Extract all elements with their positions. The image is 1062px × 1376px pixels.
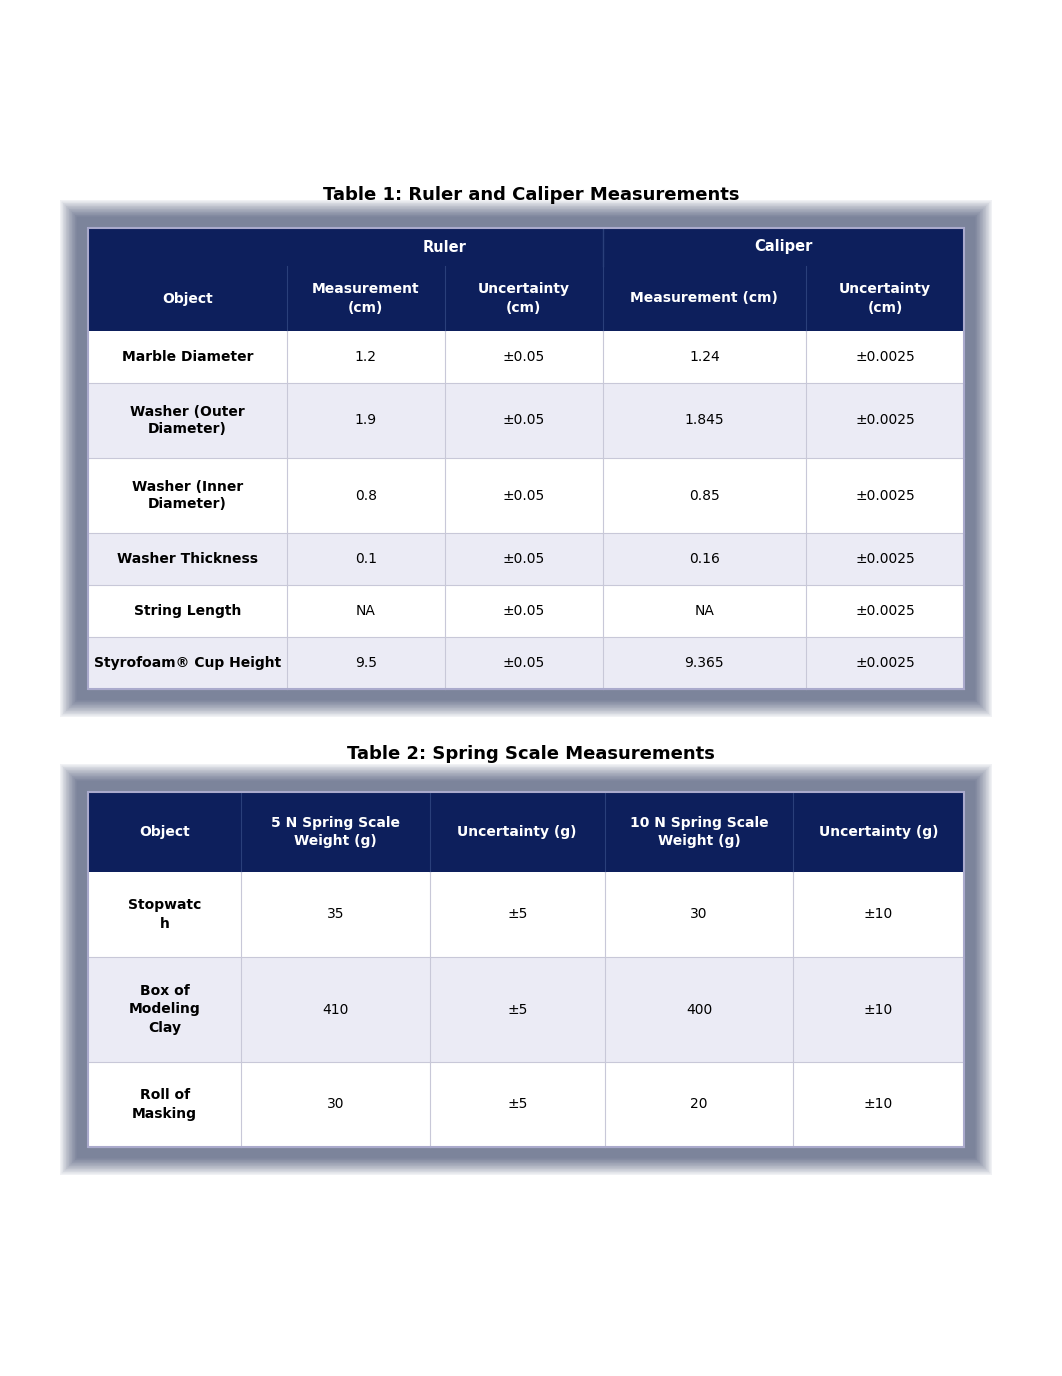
- FancyBboxPatch shape: [65, 205, 988, 713]
- Text: Styrofoam® Cup Height: Styrofoam® Cup Height: [93, 656, 281, 670]
- Text: Roll of
Masking: Roll of Masking: [132, 1088, 198, 1120]
- Bar: [88, 458, 964, 533]
- Text: NA: NA: [356, 604, 376, 618]
- Bar: [88, 793, 964, 872]
- Text: ±0.05: ±0.05: [502, 414, 545, 428]
- Text: 10 N Spring Scale
Weight (g): 10 N Spring Scale Weight (g): [630, 816, 768, 848]
- Text: ±5: ±5: [507, 1003, 528, 1017]
- Bar: [88, 228, 964, 266]
- Bar: [88, 585, 964, 637]
- FancyBboxPatch shape: [75, 215, 977, 702]
- Text: ±0.05: ±0.05: [502, 350, 545, 365]
- Text: ±5: ±5: [507, 908, 528, 922]
- Text: ±0.05: ±0.05: [502, 604, 545, 618]
- Bar: [88, 383, 964, 458]
- FancyBboxPatch shape: [66, 206, 986, 711]
- FancyBboxPatch shape: [73, 213, 978, 703]
- Bar: [88, 872, 964, 956]
- FancyBboxPatch shape: [68, 208, 984, 710]
- Text: ±10: ±10: [864, 1098, 893, 1112]
- Bar: [88, 637, 964, 689]
- Text: Stopwatc
h: Stopwatc h: [127, 899, 202, 930]
- Text: ±10: ±10: [864, 908, 893, 922]
- Text: Measurement (cm): Measurement (cm): [631, 292, 778, 305]
- Text: Washer (Outer
Diameter): Washer (Outer Diameter): [130, 405, 244, 436]
- Bar: [88, 1062, 964, 1148]
- Text: String Length: String Length: [134, 604, 241, 618]
- Text: Uncertainty
(cm): Uncertainty (cm): [839, 282, 931, 315]
- Text: 9.365: 9.365: [685, 656, 724, 670]
- Text: ±0.0025: ±0.0025: [855, 656, 914, 670]
- Text: Washer Thickness: Washer Thickness: [117, 552, 258, 566]
- Text: 30: 30: [690, 908, 707, 922]
- Text: 400: 400: [686, 1003, 713, 1017]
- Text: Object: Object: [162, 292, 212, 305]
- Text: 1.2: 1.2: [355, 350, 377, 365]
- Text: ±5: ±5: [507, 1098, 528, 1112]
- FancyBboxPatch shape: [70, 775, 981, 1164]
- Text: Uncertainty
(cm): Uncertainty (cm): [478, 282, 569, 315]
- FancyBboxPatch shape: [76, 780, 976, 1159]
- FancyBboxPatch shape: [69, 773, 983, 1165]
- Bar: [88, 228, 964, 689]
- FancyBboxPatch shape: [59, 200, 992, 717]
- FancyBboxPatch shape: [72, 776, 980, 1163]
- Text: 0.8: 0.8: [355, 488, 377, 502]
- Text: 9.5: 9.5: [355, 656, 377, 670]
- Text: Ruler: Ruler: [423, 239, 466, 255]
- Text: Uncertainty (g): Uncertainty (g): [819, 826, 939, 839]
- FancyBboxPatch shape: [59, 764, 992, 1175]
- Text: Table 1: Ruler and Caliper Measurements: Table 1: Ruler and Caliper Measurements: [323, 186, 739, 204]
- Text: Measurement
(cm): Measurement (cm): [312, 282, 419, 315]
- Text: ±0.05: ±0.05: [502, 656, 545, 670]
- Text: ±0.0025: ±0.0025: [855, 350, 914, 365]
- Text: ±0.0025: ±0.0025: [855, 488, 914, 502]
- Bar: [88, 332, 964, 383]
- FancyBboxPatch shape: [62, 201, 991, 716]
- FancyBboxPatch shape: [72, 212, 980, 705]
- Text: 410: 410: [322, 1003, 348, 1017]
- FancyBboxPatch shape: [63, 766, 989, 1172]
- Text: 30: 30: [327, 1098, 344, 1112]
- Text: ±10: ±10: [864, 1003, 893, 1017]
- Text: ±0.0025: ±0.0025: [855, 604, 914, 618]
- Bar: [88, 793, 964, 1148]
- Bar: [88, 956, 964, 1062]
- FancyBboxPatch shape: [63, 204, 989, 714]
- Text: Washer (Inner
Diameter): Washer (Inner Diameter): [132, 480, 243, 510]
- FancyBboxPatch shape: [75, 779, 977, 1160]
- Text: ±0.0025: ±0.0025: [855, 552, 914, 566]
- FancyBboxPatch shape: [76, 216, 976, 700]
- FancyBboxPatch shape: [70, 211, 981, 706]
- FancyBboxPatch shape: [62, 765, 991, 1174]
- Text: 5 N Spring Scale
Weight (g): 5 N Spring Scale Weight (g): [271, 816, 400, 848]
- Text: 0.16: 0.16: [689, 552, 720, 566]
- Text: Box of
Modeling
Clay: Box of Modeling Clay: [129, 984, 201, 1035]
- Text: 0.1: 0.1: [355, 552, 377, 566]
- Text: Object: Object: [139, 826, 190, 839]
- Text: 0.85: 0.85: [689, 488, 720, 502]
- Text: 1.9: 1.9: [355, 414, 377, 428]
- FancyBboxPatch shape: [69, 209, 983, 709]
- FancyBboxPatch shape: [68, 772, 984, 1167]
- Text: Table 2: Spring Scale Measurements: Table 2: Spring Scale Measurements: [347, 744, 715, 764]
- FancyBboxPatch shape: [66, 771, 986, 1170]
- Text: 35: 35: [327, 908, 344, 922]
- Text: Marble Diameter: Marble Diameter: [121, 350, 253, 365]
- Bar: [88, 533, 964, 585]
- Text: 1.24: 1.24: [689, 350, 720, 365]
- Text: 20: 20: [690, 1098, 707, 1112]
- Text: NA: NA: [695, 604, 715, 618]
- Text: Caliper: Caliper: [754, 239, 812, 255]
- Bar: [88, 266, 964, 332]
- Text: ±0.0025: ±0.0025: [855, 414, 914, 428]
- FancyBboxPatch shape: [73, 777, 978, 1161]
- Text: Uncertainty (g): Uncertainty (g): [458, 826, 577, 839]
- Text: ±0.05: ±0.05: [502, 488, 545, 502]
- Text: ±0.05: ±0.05: [502, 552, 545, 566]
- Text: 1.845: 1.845: [685, 414, 724, 428]
- FancyBboxPatch shape: [65, 769, 988, 1171]
